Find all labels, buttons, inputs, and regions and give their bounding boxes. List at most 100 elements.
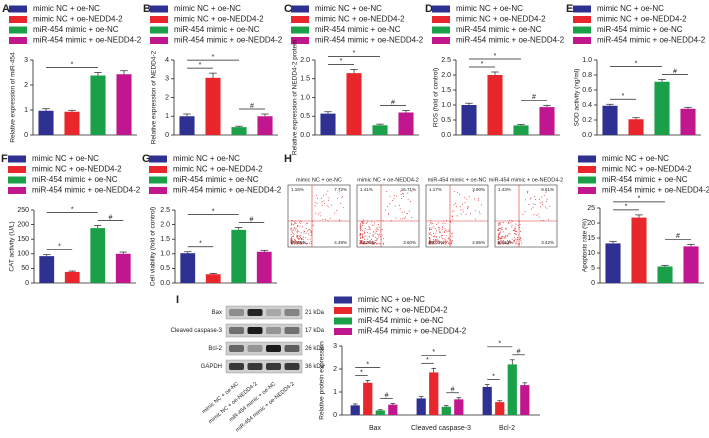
legend-label: mimic NC + oe-NC bbox=[358, 295, 425, 304]
flow-event bbox=[509, 241, 511, 243]
flow-event bbox=[448, 241, 450, 243]
flow-event bbox=[367, 238, 369, 240]
y-axis-label: SOD activity (ng/ml) bbox=[574, 69, 581, 127]
bar bbox=[495, 402, 505, 415]
flow-event bbox=[433, 226, 435, 228]
y-tick-label: 0.4 bbox=[582, 102, 592, 109]
flow-event bbox=[364, 232, 366, 234]
flow-event bbox=[429, 229, 431, 231]
legend-label: mimic NC + oe-NC bbox=[602, 154, 669, 163]
flow-event bbox=[438, 240, 440, 242]
y-axis-label: Relative expression of NEDD4-2 bbox=[151, 50, 158, 144]
flow-event bbox=[364, 238, 366, 240]
flow-event bbox=[325, 193, 327, 195]
flow-event bbox=[305, 232, 307, 234]
flow-event bbox=[498, 235, 500, 237]
flow-event bbox=[445, 242, 447, 244]
flow-event bbox=[431, 229, 433, 231]
bar bbox=[487, 75, 503, 135]
significance-mark: * bbox=[360, 369, 363, 376]
flow-event bbox=[505, 242, 507, 244]
x-tick-label: Bcl-2 bbox=[499, 425, 515, 432]
flow-event bbox=[319, 212, 321, 214]
legend-label: miR-454 mimic + oe-NC bbox=[33, 25, 119, 34]
y-tick-label: 2.0 bbox=[160, 221, 170, 228]
y-tick-label: 50 bbox=[21, 265, 29, 272]
flow-event bbox=[451, 236, 453, 238]
flow-event bbox=[371, 238, 373, 240]
flow-event bbox=[314, 205, 316, 207]
flow-event bbox=[433, 243, 435, 245]
legend-label: mimic NC + oe-NC bbox=[32, 154, 99, 163]
flow-event bbox=[375, 239, 377, 241]
significance-mark: * bbox=[638, 196, 641, 203]
legend-swatch bbox=[573, 26, 591, 34]
flow-event bbox=[515, 243, 517, 245]
legend-swatch bbox=[432, 37, 450, 44]
flow-event bbox=[292, 229, 294, 231]
flow-event bbox=[301, 238, 303, 240]
flow-event bbox=[369, 240, 371, 242]
flow-event bbox=[303, 241, 305, 243]
flow-event bbox=[401, 197, 403, 199]
flow-event bbox=[429, 228, 431, 230]
flow-event bbox=[294, 222, 296, 224]
flow-event bbox=[440, 243, 442, 245]
significance-mark: * bbox=[426, 357, 429, 364]
flow-event bbox=[501, 238, 503, 240]
flow-event bbox=[378, 226, 380, 228]
flow-plot-title: mimic NC + oe-NC bbox=[296, 177, 342, 183]
flow-event bbox=[501, 227, 503, 229]
flow-event bbox=[290, 233, 292, 235]
flow-event bbox=[498, 234, 500, 236]
flow-event bbox=[398, 205, 400, 207]
flow-event bbox=[292, 232, 294, 234]
flow-event bbox=[305, 236, 307, 238]
flow-event bbox=[360, 237, 362, 239]
flow-plot bbox=[287, 184, 351, 248]
flow-event bbox=[529, 198, 531, 200]
flow-event bbox=[310, 230, 312, 232]
flow-event bbox=[308, 242, 310, 244]
flow-event bbox=[438, 228, 440, 230]
flow-event bbox=[365, 243, 367, 245]
flow-event bbox=[502, 239, 504, 241]
bar bbox=[507, 364, 517, 415]
flow-event bbox=[468, 196, 470, 198]
flow-event bbox=[290, 222, 292, 224]
y-tick-label: 1 bbox=[165, 113, 169, 120]
flow-event bbox=[519, 237, 521, 239]
panel-label: G bbox=[142, 153, 151, 165]
blot-band bbox=[284, 327, 300, 334]
flow-event bbox=[305, 222, 307, 224]
bar bbox=[628, 119, 644, 135]
flow-event bbox=[497, 236, 499, 238]
legend-swatch bbox=[149, 187, 167, 194]
flow-event bbox=[293, 221, 295, 223]
significance-mark: * bbox=[432, 349, 435, 356]
bar bbox=[346, 73, 362, 135]
legend-swatch bbox=[334, 307, 352, 314]
flow-event bbox=[307, 238, 309, 240]
legend-label: miR-454 mimic + oe-NC bbox=[456, 25, 542, 34]
flow-event bbox=[429, 236, 431, 238]
flow-event bbox=[295, 241, 297, 243]
flow-event bbox=[512, 230, 514, 232]
panel-label: B bbox=[143, 3, 151, 15]
y-tick-label: 250 bbox=[17, 207, 29, 214]
quadrant-value: 86.65% bbox=[291, 240, 306, 245]
flow-event bbox=[515, 228, 517, 230]
flow-event bbox=[445, 229, 447, 231]
flow-event bbox=[451, 240, 453, 242]
flow-event bbox=[500, 222, 502, 224]
flow-event bbox=[326, 205, 328, 207]
flow-event bbox=[303, 232, 305, 234]
flow-event bbox=[444, 243, 446, 245]
blot-band bbox=[284, 363, 300, 370]
flow-event bbox=[448, 237, 450, 239]
bar bbox=[363, 382, 373, 415]
flow-event bbox=[363, 233, 365, 235]
bar bbox=[320, 113, 336, 135]
flow-event bbox=[514, 239, 516, 241]
